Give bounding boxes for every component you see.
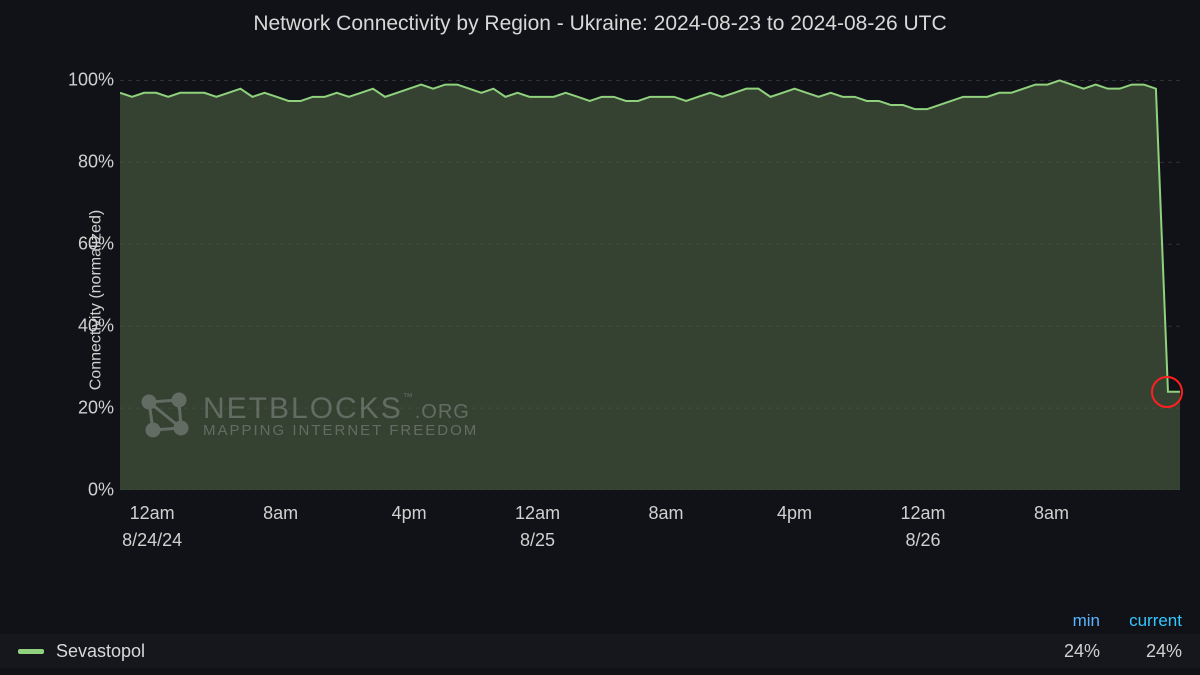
x-tick-label: 8am xyxy=(1034,500,1069,527)
chart-panel: Network Connectivity by Region - Ukraine… xyxy=(0,0,1200,600)
y-tick-label: 80% xyxy=(78,152,114,173)
y-tick-label: 20% xyxy=(78,398,114,419)
watermark-logo: NETBLOCKS™.ORG MAPPING INTERNET FREEDOM xyxy=(135,388,478,442)
legend-header-current: current xyxy=(1122,611,1182,631)
watermark-line2: MAPPING INTERNET FREEDOM xyxy=(203,422,478,439)
legend-table: min current Sevastopol 24% 24% xyxy=(0,608,1200,668)
legend-row[interactable]: Sevastopol 24% 24% xyxy=(0,634,1200,668)
watermark-line1: NETBLOCKS™.ORG xyxy=(203,392,478,426)
highlight-marker-circle xyxy=(1151,376,1183,408)
y-tick-label: 100% xyxy=(68,70,114,91)
x-tick-label: 4pm xyxy=(777,500,812,527)
x-tick-label: 12am8/25 xyxy=(515,500,560,554)
series-name: Sevastopol xyxy=(56,641,1052,662)
series-current-value: 24% xyxy=(1122,641,1182,662)
series-min-value: 24% xyxy=(1052,641,1100,662)
x-tick-label: 8am xyxy=(263,500,298,527)
x-tick-label: 4pm xyxy=(392,500,427,527)
y-tick-label: 40% xyxy=(78,316,114,337)
legend-header: min current xyxy=(0,608,1200,634)
y-tick-label: 60% xyxy=(78,234,114,255)
x-tick-label: 12am8/26 xyxy=(901,500,946,554)
legend-header-min: min xyxy=(1052,611,1100,631)
series-color-swatch xyxy=(18,649,44,654)
y-tick-label: 0% xyxy=(88,480,114,501)
netblocks-graph-icon xyxy=(135,388,193,442)
x-tick-label: 8am xyxy=(649,500,684,527)
chart-title: Network Connectivity by Region - Ukraine… xyxy=(0,0,1200,36)
x-tick-label: 12am8/24/24 xyxy=(122,500,182,554)
